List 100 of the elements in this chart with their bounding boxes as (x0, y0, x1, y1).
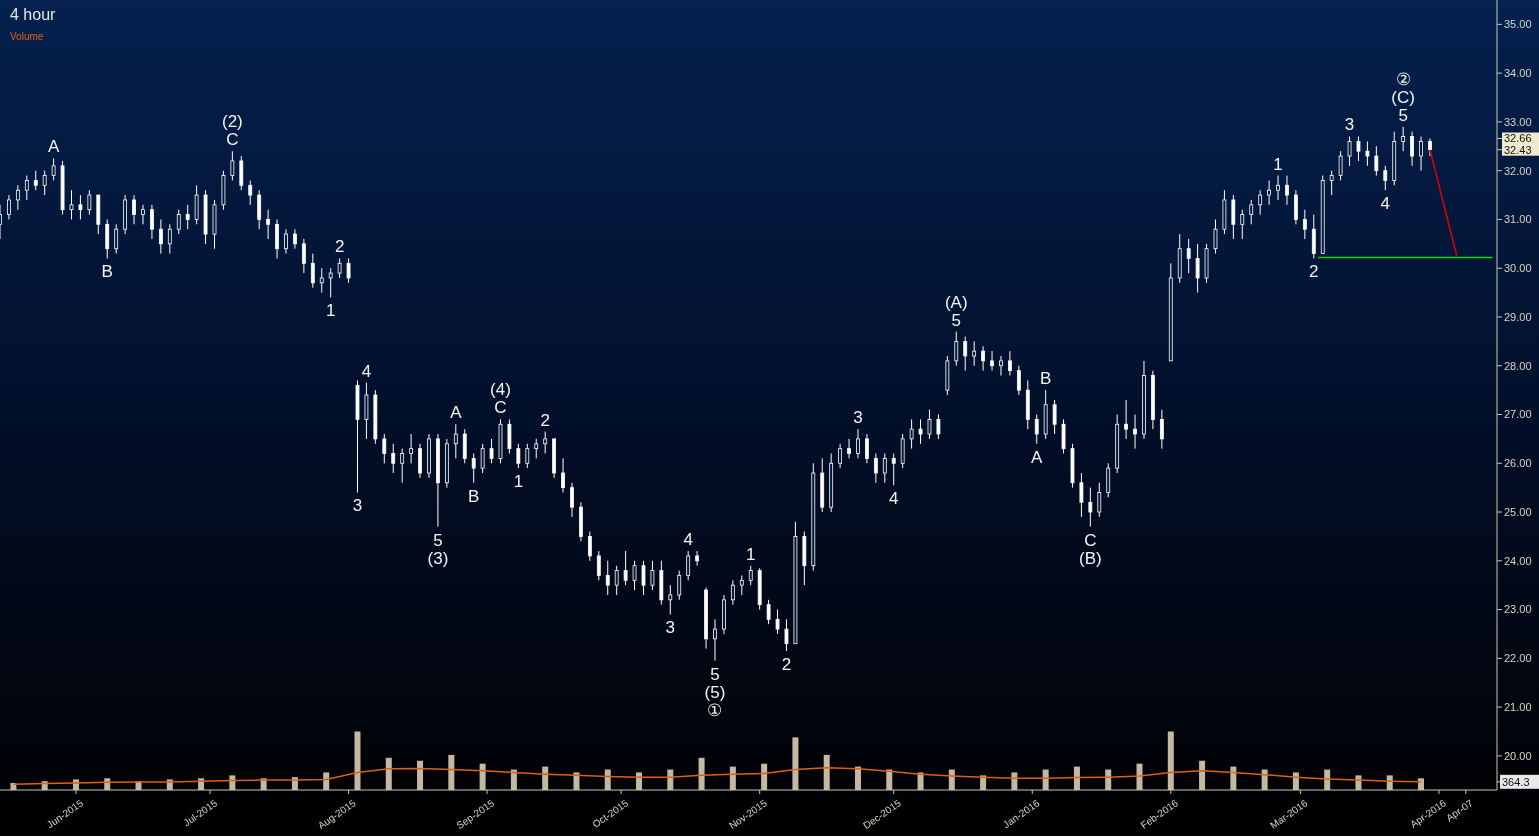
candlestick (516, 443, 521, 469)
candlestick (1401, 126, 1406, 152)
candlestick (1410, 131, 1414, 167)
candlestick (641, 560, 646, 596)
y-tick-label: 32.66 (1504, 132, 1532, 145)
bar (823, 754, 830, 790)
candlestick (114, 223, 119, 255)
candlestick (1347, 136, 1352, 167)
y-tick-label: 31.00 (1504, 213, 1532, 226)
candlestick (176, 209, 181, 235)
candlestick (248, 179, 253, 206)
bar (479, 763, 486, 790)
annotation: ② (1395, 69, 1411, 89)
annotation: (B) (1079, 548, 1102, 568)
candlestick (409, 433, 414, 464)
candlestick (668, 584, 673, 615)
candlestick (400, 448, 405, 484)
annotation: C (226, 130, 239, 150)
candlestick (33, 170, 38, 191)
annotation: (A) (944, 292, 968, 312)
candlestick (972, 340, 977, 367)
candlestick (24, 175, 29, 201)
candlestick (1159, 409, 1164, 450)
candlestick (1302, 209, 1307, 240)
candlestick (132, 194, 136, 225)
bar (792, 737, 799, 790)
candlestick (713, 618, 717, 662)
annotation: B (101, 262, 113, 282)
candlestick (293, 228, 297, 250)
candlestick (596, 550, 601, 581)
y-tick-label: 32.43 (1504, 143, 1532, 156)
candlestick (963, 335, 968, 372)
candlestick (1383, 165, 1388, 191)
annotation: 3 (352, 496, 363, 516)
y-tick-label: 21.00 (1504, 700, 1532, 713)
candlestick (882, 453, 887, 484)
candlestick (990, 350, 994, 372)
bar (761, 763, 768, 790)
annotation: ① (707, 700, 723, 720)
y-tick-label: 29.00 (1504, 310, 1532, 323)
candlestick (284, 228, 288, 255)
annotation: 1 (325, 301, 336, 321)
candlestick (1124, 399, 1128, 440)
candlestick (999, 355, 1003, 376)
candlestick (918, 418, 923, 445)
y-tick-label: 22.00 (1504, 652, 1532, 665)
candlestick (1186, 238, 1191, 274)
candlestick (391, 443, 396, 474)
candlestick (69, 189, 74, 220)
chart-title: 4 hour (10, 6, 57, 23)
candlestick (15, 184, 20, 211)
y2-tick-label: 364.3 (1502, 775, 1530, 788)
candlestick (1419, 136, 1423, 172)
candlestick (319, 267, 324, 294)
bar (1230, 766, 1237, 790)
annotation: 5 (1398, 105, 1408, 125)
candlestick (677, 570, 682, 601)
annotation: 2 (1309, 262, 1319, 282)
candlestick (534, 438, 539, 459)
candlestick (543, 431, 548, 455)
candlestick (1276, 175, 1280, 201)
annotation: 2 (540, 410, 550, 430)
candlestick (1034, 414, 1039, 445)
y-tick-label: 33.00 (1504, 115, 1532, 128)
y-tick-label: 30.00 (1504, 262, 1532, 275)
y-tick-label: 28.00 (1504, 359, 1532, 372)
candlestick (1249, 199, 1254, 225)
annotation: B (468, 486, 480, 506)
candlestick (981, 345, 985, 372)
annotation: (2) (221, 112, 243, 132)
candlestick (87, 189, 92, 216)
candlestick (328, 267, 333, 298)
candlestick (1088, 487, 1093, 528)
candlestick (1356, 136, 1361, 162)
candlestick (1258, 189, 1263, 216)
candlestick (614, 565, 619, 596)
annotation: 2 (334, 237, 345, 257)
candlestick (1329, 170, 1334, 196)
candlestick (686, 550, 691, 581)
y-tick-label: 27.00 (1504, 408, 1532, 421)
annotation: 4 (1380, 194, 1391, 214)
bar (698, 757, 705, 790)
annotation: 2 (781, 654, 792, 674)
bar (448, 754, 455, 790)
annotation: A (450, 403, 463, 423)
candlestick (856, 428, 860, 459)
candlestick (1365, 140, 1370, 167)
candlestick (7, 194, 11, 220)
annotation: A (1031, 447, 1044, 467)
candlestick (150, 204, 154, 240)
annotation: 3 (1344, 115, 1355, 135)
candlestick (748, 565, 753, 586)
annotation: 5 (433, 530, 443, 550)
candlestick (623, 550, 628, 586)
candlestick (1079, 472, 1084, 518)
candlestick (1374, 145, 1379, 177)
candlestick (775, 609, 780, 635)
candlestick (847, 438, 851, 459)
candlestick (489, 438, 494, 464)
candlestick (1267, 179, 1271, 206)
